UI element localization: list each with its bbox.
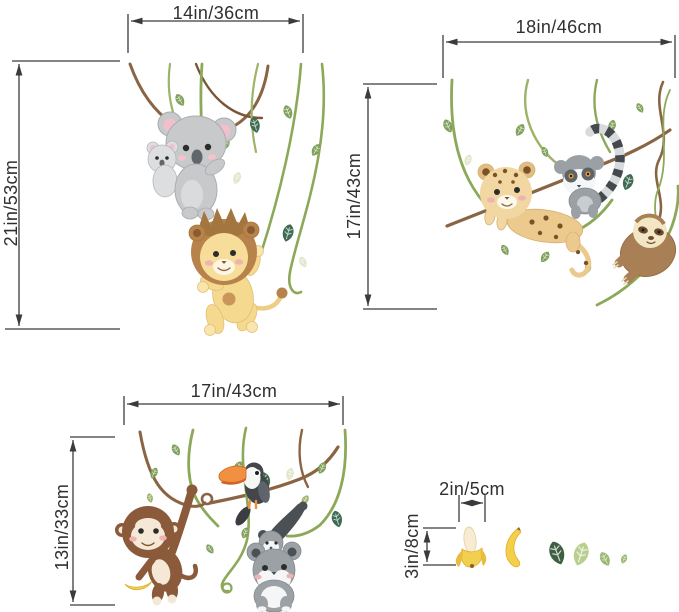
leopard-lemur-sloth-sticker <box>440 78 679 307</box>
sloth-illustration <box>612 213 677 285</box>
height-label-leopard-group: 17in/43cm <box>344 152 364 240</box>
lion-illustration <box>188 208 288 336</box>
width-label-accessories: 2in/5cm <box>439 479 505 499</box>
monkey-illustration <box>115 484 198 606</box>
width-label-monkey-group: 17in/43cm <box>190 381 278 401</box>
dimension-arrows-koala-lion <box>5 14 304 330</box>
dimension-arrows-accessories <box>423 495 486 566</box>
width-label-leopard-group: 18in/46cm <box>515 17 603 37</box>
koala-illustration <box>146 111 237 221</box>
leaves <box>545 538 629 569</box>
possum-illustration <box>246 501 308 612</box>
leopard-illustration <box>477 161 592 278</box>
banana-leaves-sticker <box>455 526 629 569</box>
height-label-monkey-group: 13in/33cm <box>52 483 72 571</box>
banana-illustration <box>505 527 522 568</box>
toucan-illustration <box>218 462 270 526</box>
dimension-arrows-monkey-group <box>69 396 344 606</box>
peeled-banana-illustration <box>455 526 487 568</box>
koala-lion-sticker <box>128 62 326 336</box>
dimension-arrows-leopard-group <box>363 35 676 310</box>
lemur-illustration <box>554 123 625 219</box>
width-label-koala-lion: 14in/36cm <box>172 3 260 23</box>
monkey-toucan-possum-sticker <box>115 426 347 612</box>
height-label-koala-lion: 21in/53cm <box>1 159 21 247</box>
height-label-accessories: 3in/8cm <box>402 513 422 579</box>
